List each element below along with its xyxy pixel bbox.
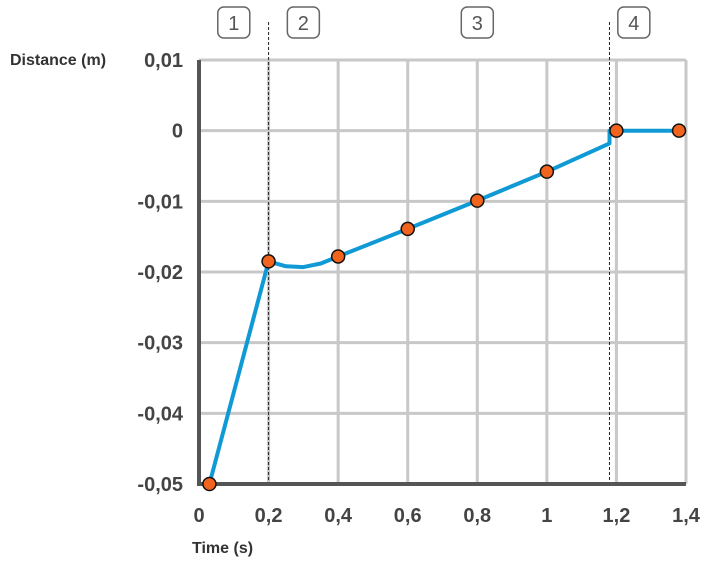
phase-label-text: 2 [298,13,309,35]
x-axis-title: Time (s) [192,540,253,557]
x-tick-label: 0,6 [394,505,422,527]
y-tick-label: 0,01 [144,50,183,72]
data-point [330,249,346,264]
data-point [539,164,555,179]
y-tick-label: -0,05 [137,474,183,496]
x-tick-label: 0,2 [255,505,283,527]
y-tick-label: -0,04 [137,403,183,425]
phase-label-text: 1 [228,13,239,35]
data-point [400,221,415,237]
series-line [207,128,681,486]
phase-label-frame [460,6,495,39]
phase-label-box: 2 [286,6,321,39]
phase-label-box: 3 [460,6,495,39]
x-tick-label: 1,4 [672,505,701,527]
phase-label-box: 4 [617,6,651,39]
axes [197,60,686,486]
x-tick-label: 0,8 [463,505,491,527]
grid [199,58,688,484]
y-axis-title: Distance (m) [10,52,106,69]
x-tick-label: 0,4 [324,505,353,527]
y-tick-label: 0 [172,121,183,143]
data-point [202,476,217,492]
x-tick-label: 1 [541,505,552,527]
data-point [470,193,485,208]
phase-label-frame [617,6,651,39]
phase-labels: 1 2 3 4 [217,6,651,39]
phase-dividers [268,22,610,484]
x-tick-label: 0 [193,505,204,527]
y-tick-label: -0,01 [137,191,183,213]
data-point [671,123,687,138]
y-tick-label: -0,03 [137,333,183,355]
phase-label-text: 3 [472,13,483,35]
y-tick-label: -0,02 [137,262,183,284]
data-point [261,254,276,269]
x-tick-label: 1,2 [603,505,631,527]
phase-label-box: 1 [217,6,251,39]
phase-label-frame [286,6,321,39]
data-point [609,123,624,138]
tick-labels: 0 0,2 0,4 0,6 0,8 1 1,2 1,4 0,01 0 -0,01 -0,02 -0,03… [137,50,700,527]
phase-label-text: 4 [628,13,639,35]
phase-label-frame [217,6,251,39]
series-layer [202,123,687,492]
